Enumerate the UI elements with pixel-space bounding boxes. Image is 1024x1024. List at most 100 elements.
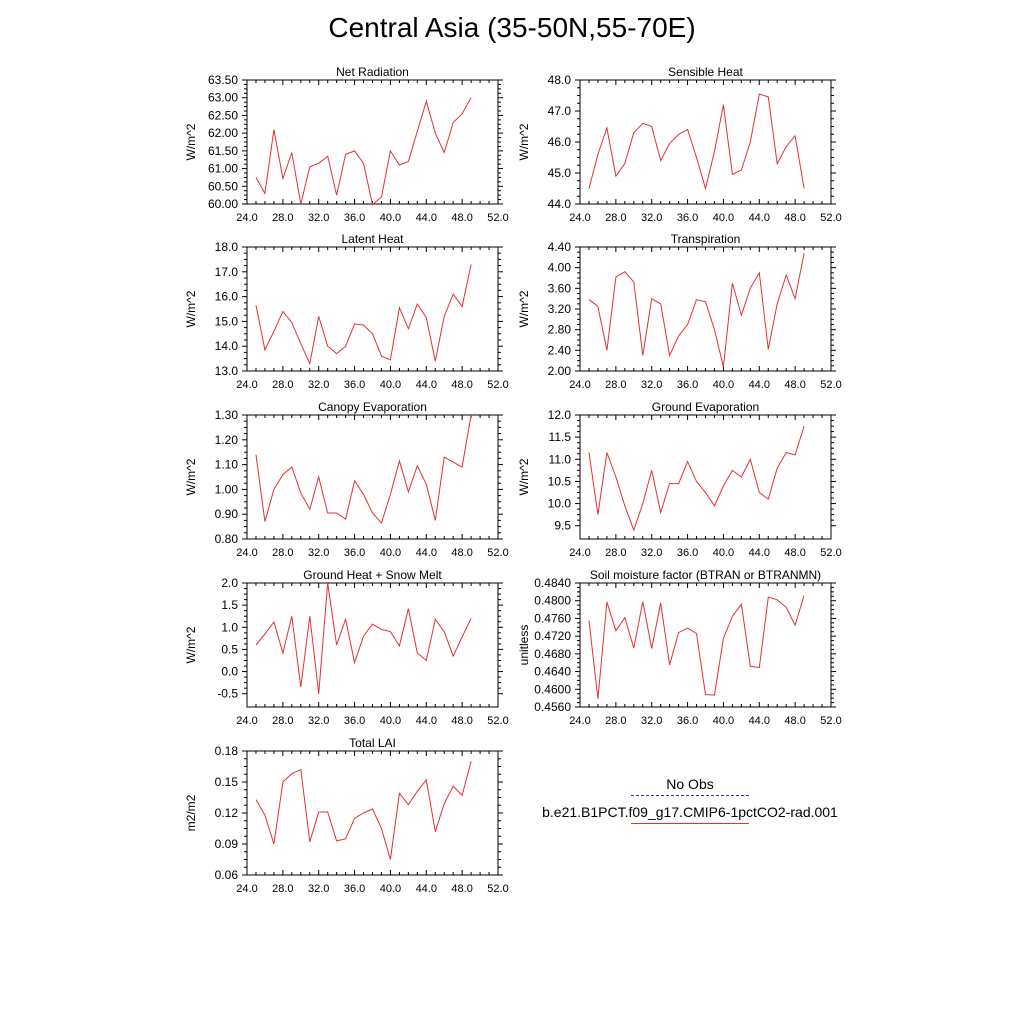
x-tick-label: 32.0 <box>308 212 329 224</box>
x-tick-label: 40.0 <box>713 212 734 224</box>
y-tick-label: 48.0 <box>548 73 572 87</box>
y-axis-label: W/m^2 <box>184 626 198 663</box>
x-tick-label: 44.0 <box>416 212 437 224</box>
y-tick-label: 0.18 <box>215 744 239 758</box>
y-tick-label: 4.00 <box>548 261 572 275</box>
y-tick-label: 60.50 <box>208 179 238 193</box>
x-tick-label: 48.0 <box>784 715 805 727</box>
chart-title: Canopy Evaporation <box>318 400 427 414</box>
y-tick-label: 12.0 <box>548 408 572 422</box>
x-tick-label: 24.0 <box>569 212 590 224</box>
y-tick-label: 0.4720 <box>534 629 571 643</box>
x-tick-label: 52.0 <box>820 547 841 559</box>
x-tick-label: 40.0 <box>380 547 401 559</box>
series-line <box>588 253 805 368</box>
y-tick-label: 17.0 <box>215 265 239 279</box>
y-tick-label: 47.0 <box>548 104 572 118</box>
y-axis-label: unitless <box>517 625 531 666</box>
y-tick-label: 2.80 <box>548 323 572 337</box>
x-tick-label: 44.0 <box>749 547 770 559</box>
series-line <box>588 93 805 191</box>
series-line <box>255 761 472 860</box>
y-tick-label: 11.0 <box>549 452 572 466</box>
plot-frame <box>246 750 499 876</box>
chart-title: Latent Heat <box>341 232 404 246</box>
x-tick-label: 52.0 <box>820 715 841 727</box>
y-tick-label: 45.0 <box>548 166 572 180</box>
series-line <box>255 414 472 524</box>
x-tick-label: 24.0 <box>569 379 590 391</box>
plot-frame <box>579 246 832 372</box>
y-tick-label: 3.20 <box>548 302 572 316</box>
y-tick-label: 0.4760 <box>534 611 571 625</box>
x-tick-label: 44.0 <box>416 547 437 559</box>
y-tick-label: 60.00 <box>208 197 238 211</box>
chart-title: Total LAI <box>349 736 396 750</box>
y-tick-label: 61.50 <box>208 144 238 158</box>
x-tick-label: 24.0 <box>236 883 257 895</box>
x-tick-label: 48.0 <box>451 212 472 224</box>
x-tick-label: 28.0 <box>272 379 293 391</box>
y-tick-label: 10.5 <box>548 474 572 488</box>
x-tick-label: 52.0 <box>487 379 508 391</box>
y-tick-label: 0.09 <box>215 837 239 851</box>
chart-title: Soil moisture factor (BTRAN or BTRANMN) <box>590 568 821 582</box>
legend-label-obs: No Obs <box>666 776 714 792</box>
x-tick-label: 28.0 <box>272 715 293 727</box>
x-tick-label: 40.0 <box>380 883 401 895</box>
y-tick-label: 15.0 <box>215 314 239 328</box>
y-axis-label: W/m^2 <box>517 123 531 160</box>
x-tick-label: 36.0 <box>344 547 365 559</box>
x-tick-label: 28.0 <box>272 883 293 895</box>
y-tick-label: 10.0 <box>548 497 572 511</box>
y-tick-label: 0.80 <box>215 532 239 546</box>
y-tick-label: 0.90 <box>215 507 239 521</box>
y-tick-label: 0.5 <box>221 642 238 656</box>
x-tick-label: 52.0 <box>820 212 841 224</box>
plot-frame <box>246 79 499 205</box>
y-tick-label: 0.4560 <box>534 700 571 714</box>
x-tick-label: 32.0 <box>308 715 329 727</box>
x-tick-label: 44.0 <box>416 715 437 727</box>
page-title: Central Asia (35-50N,55-70E) <box>328 12 696 43</box>
y-tick-label: 0.4840 <box>534 576 571 590</box>
x-tick-label: 24.0 <box>569 715 590 727</box>
y-axis-label: W/m^2 <box>517 458 531 495</box>
x-tick-label: 52.0 <box>487 547 508 559</box>
y-tick-label: 2.0 <box>221 576 238 590</box>
chart-title: Sensible Heat <box>668 65 743 79</box>
y-tick-label: 1.30 <box>215 408 239 422</box>
y-axis-label: W/m^2 <box>184 123 198 160</box>
plot-frame <box>246 246 499 372</box>
x-tick-label: 28.0 <box>605 547 626 559</box>
y-tick-label: 1.5 <box>221 598 238 612</box>
y-tick-label: 9.5 <box>554 519 571 533</box>
x-tick-label: 36.0 <box>344 379 365 391</box>
x-tick-label: 32.0 <box>641 212 662 224</box>
series-line <box>588 425 805 532</box>
y-tick-label: -0.5 <box>217 687 238 701</box>
x-tick-label: 44.0 <box>416 379 437 391</box>
x-tick-label: 24.0 <box>569 547 590 559</box>
y-tick-label: 62.00 <box>208 126 238 140</box>
y-tick-label: 0.12 <box>215 806 239 820</box>
x-tick-label: 36.0 <box>677 547 698 559</box>
x-tick-label: 36.0 <box>677 212 698 224</box>
y-tick-label: 1.0 <box>221 620 238 634</box>
chart-title: Ground Heat + Snow Melt <box>303 568 442 582</box>
x-tick-label: 32.0 <box>308 547 329 559</box>
y-tick-label: 44.0 <box>548 197 572 211</box>
y-tick-label: 2.40 <box>548 343 572 357</box>
x-tick-label: 32.0 <box>308 883 329 895</box>
y-tick-label: 3.60 <box>548 281 572 295</box>
plot-frame <box>579 582 832 708</box>
x-tick-label: 52.0 <box>820 379 841 391</box>
x-tick-label: 36.0 <box>344 883 365 895</box>
x-tick-label: 44.0 <box>749 715 770 727</box>
series-line <box>588 595 805 700</box>
x-tick-label: 48.0 <box>451 547 472 559</box>
y-tick-label: 0.06 <box>215 868 239 882</box>
chart-title: Net Radiation <box>336 65 409 79</box>
legend-label-model: b.e21.B1PCT.f09_g17.CMIP6-1pctCO2-rad.00… <box>542 804 838 820</box>
